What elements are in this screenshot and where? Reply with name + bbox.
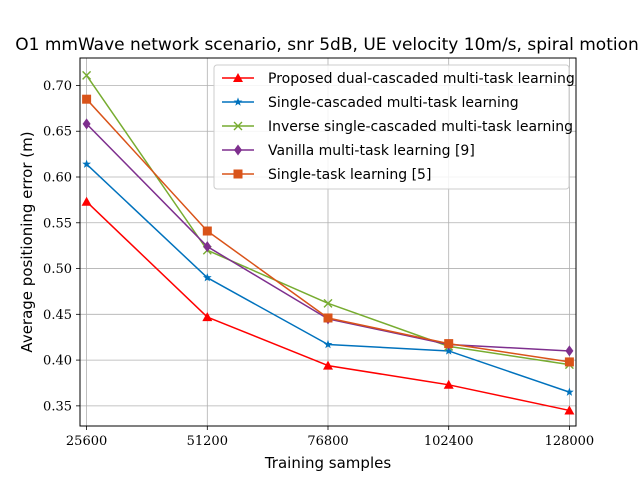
legend: Proposed dual-cascaded multi-task learni… xyxy=(213,64,575,190)
legend-label: Single-cascaded multi-task learning xyxy=(268,95,519,111)
data-point xyxy=(564,357,574,367)
y-tick-label: 0.55 xyxy=(43,216,72,231)
data-point xyxy=(443,379,454,389)
data-point xyxy=(202,273,212,282)
legend-label: Proposed dual-cascaded multi-task learni… xyxy=(268,71,575,87)
y-tick-label: 0.40 xyxy=(43,354,72,369)
x-tick-label: 76800 xyxy=(307,434,348,449)
data-point xyxy=(82,159,91,168)
series-5 xyxy=(82,94,574,367)
chart-title: O1 mmWave network scenario, snr 5dB, UE … xyxy=(15,35,639,55)
legend-marker xyxy=(233,169,243,179)
x-tick-label: 102400 xyxy=(424,434,474,449)
data-point xyxy=(81,196,92,206)
legend-label: Vanilla multi-task learning [9] xyxy=(268,143,475,159)
y-tick-label: 0.65 xyxy=(43,125,72,140)
legend-label: Inverse single-cascaded multi-task learn… xyxy=(268,119,573,135)
data-point xyxy=(564,405,575,415)
data-point xyxy=(565,387,574,396)
y-axis-label: Average positioning error (m) xyxy=(18,131,36,352)
data-point xyxy=(82,94,92,104)
y-tick-label: 0.60 xyxy=(43,171,72,186)
data-point xyxy=(323,313,333,323)
data-point xyxy=(323,360,333,370)
legend-marker xyxy=(233,97,243,106)
x-tick-label: 25600 xyxy=(66,434,107,449)
y-tick-label: 0.70 xyxy=(43,79,72,94)
series-layer xyxy=(81,70,575,415)
legend-label: Single-task learning [5] xyxy=(268,167,431,183)
y-tick-label: 0.45 xyxy=(43,308,72,323)
x-tick-label: 51200 xyxy=(187,434,228,449)
data-point xyxy=(202,312,213,322)
axis-ticks: 25600 51200 76800 102400 128000 0.35 0.40 0.45 0… xyxy=(43,79,594,449)
y-tick-label: 0.35 xyxy=(43,399,72,414)
data-point xyxy=(565,345,574,357)
data-point xyxy=(323,298,333,308)
legend-marker xyxy=(233,73,243,82)
legend-marker xyxy=(233,121,243,131)
data-point xyxy=(444,346,454,355)
data-point xyxy=(444,339,454,349)
series-1 xyxy=(81,196,575,415)
legend-marker xyxy=(234,144,242,156)
data-point xyxy=(82,118,91,130)
legend-box xyxy=(213,64,570,190)
x-tick-label: 128000 xyxy=(545,434,595,449)
data-point xyxy=(323,339,333,349)
y-tick-label: 0.50 xyxy=(43,262,72,277)
series-2 xyxy=(82,159,574,396)
x-axis-label: Training samples xyxy=(264,454,391,472)
data-point xyxy=(203,241,212,253)
data-point xyxy=(202,226,212,236)
data-point xyxy=(82,70,92,80)
